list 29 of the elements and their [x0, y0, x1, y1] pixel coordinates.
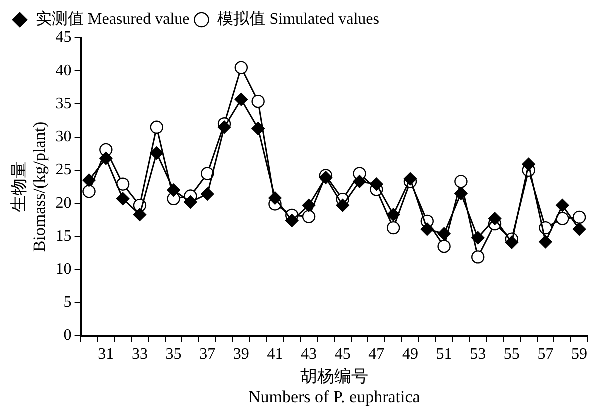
x-tick-label: 59 [572, 346, 588, 363]
x-tick-label: 47 [368, 346, 385, 363]
x-tick-label: 43 [301, 346, 318, 363]
x-tick-label: 33 [132, 346, 148, 363]
x-tick-label: 39 [233, 346, 250, 363]
x-tick-label: 41 [267, 346, 284, 363]
y-tick-label: 30 [56, 128, 72, 146]
y-tick-label: 20 [56, 194, 72, 212]
y-tick-label: 10 [56, 260, 72, 278]
x-tick-label: 45 [334, 346, 351, 363]
x-tick-label: 31 [98, 346, 114, 363]
y-tick-label: 25 [56, 162, 72, 179]
x-tick-label: 35 [166, 346, 182, 363]
legend-label: 实测值 Measured value [36, 10, 190, 28]
y-axis-title: 生物量 Biomass/(kg/plant) [10, 122, 50, 252]
y-tick-label: 5 [64, 294, 72, 312]
x-tick-label: 51 [436, 346, 452, 363]
x-tick-label: 49 [402, 346, 418, 363]
y-tick-label: 40 [56, 62, 72, 80]
y-tick-label: 35 [56, 95, 72, 112]
y-tick-label: 45 [56, 29, 72, 46]
legend-label: 模拟值 Simulated values [218, 10, 380, 28]
x-axis-title: 胡杨编号 Numbers of P. euphratica [248, 366, 421, 406]
x-tick-label: 55 [504, 346, 520, 363]
y-tick-label: 0 [64, 327, 72, 344]
x-tick-label: 53 [470, 346, 486, 363]
x-tick-label: 37 [200, 346, 216, 363]
y-tick-label: 15 [56, 228, 72, 245]
x-tick-label: 57 [538, 346, 554, 363]
